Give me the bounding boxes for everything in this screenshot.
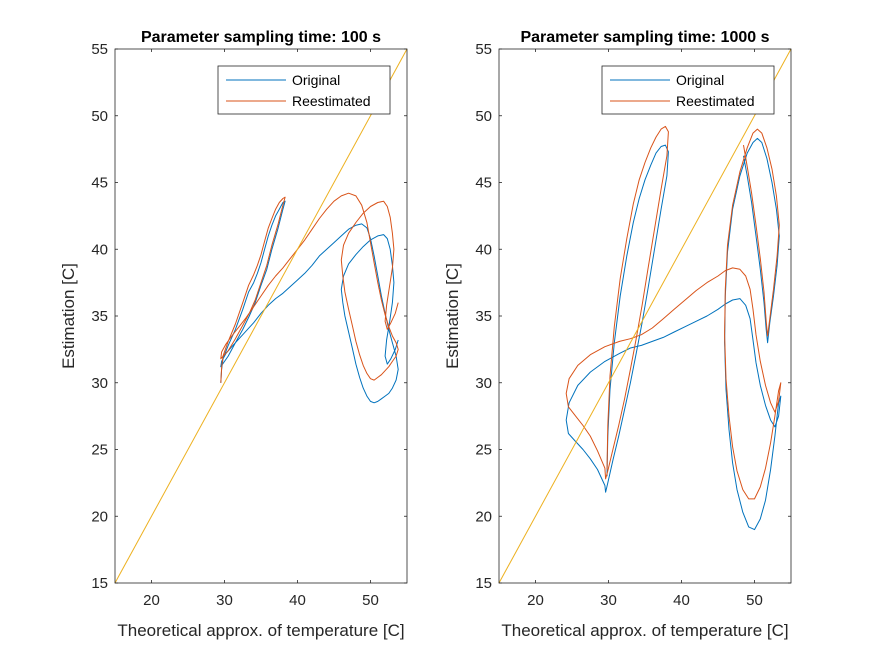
y-tick-label: 20: [475, 508, 492, 525]
x-tick-label: 30: [216, 592, 233, 609]
chart-title: Parameter sampling time: 100 s: [141, 29, 381, 46]
subplot-left: 20 30 40 50 15 20 25 30 35 40 45 50 55 Parameter sam…: [59, 29, 408, 640]
legend: Original Reestimated: [217, 65, 391, 115]
x-tick-label: 20: [143, 592, 160, 609]
legend-label-reestimated: Reestimated: [292, 93, 371, 109]
y-tick-label: 35: [475, 308, 492, 325]
y-tick-label: 55: [91, 41, 108, 58]
legend-box: [217, 65, 391, 115]
x-tick-label: 50: [362, 592, 379, 609]
y-tick-label: 50: [91, 108, 108, 125]
x-axis-label: Theoretical approx. of temperature [C]: [117, 621, 404, 640]
y-tick-label: 45: [475, 175, 492, 192]
series-line-reestimated: [220, 192, 399, 383]
x-tick-label: 50: [746, 592, 763, 609]
y-tick-label: 55: [475, 41, 492, 58]
y-tick-label: 20: [91, 508, 108, 525]
y-tick-label: 40: [475, 241, 492, 258]
y-tick-label: 15: [475, 575, 492, 592]
legend-label-original: Original: [676, 72, 724, 88]
x-tick-label: 30: [600, 592, 617, 609]
legend-label-reestimated: Reestimated: [676, 93, 755, 109]
y-tick-label: 30: [475, 375, 492, 392]
y-axis-label: Estimation [C]: [443, 263, 462, 369]
y-axis-label: Estimation [C]: [59, 263, 78, 369]
y-tick-label: 45: [91, 175, 108, 192]
x-tick-label: 40: [673, 592, 690, 609]
chart-title: Parameter sampling time: 1000 s: [520, 29, 769, 46]
legend-box: [601, 65, 775, 115]
legend-label-original: Original: [292, 72, 340, 88]
subplot-right: 20 30 40 50 15 20 25 30 35 40 45 50 55 Parameter sam…: [443, 29, 792, 640]
y-tick-label: 25: [475, 442, 492, 459]
y-tick-label: 25: [91, 442, 108, 459]
series-line-original: [565, 137, 782, 531]
y-tick-label: 35: [91, 308, 108, 325]
y-tick-label: 30: [91, 375, 108, 392]
y-tick-label: 50: [475, 108, 492, 125]
x-tick-label: 20: [527, 592, 544, 609]
series-line-reestimated: [565, 125, 782, 500]
y-tick-label: 15: [91, 575, 108, 592]
x-tick-label: 40: [289, 592, 306, 609]
x-axis-label: Theoretical approx. of temperature [C]: [501, 621, 788, 640]
legend: Original Reestimated: [601, 65, 775, 115]
reference-line: [114, 48, 408, 584]
y-tick-label: 40: [91, 241, 108, 258]
reference-line: [498, 48, 792, 584]
